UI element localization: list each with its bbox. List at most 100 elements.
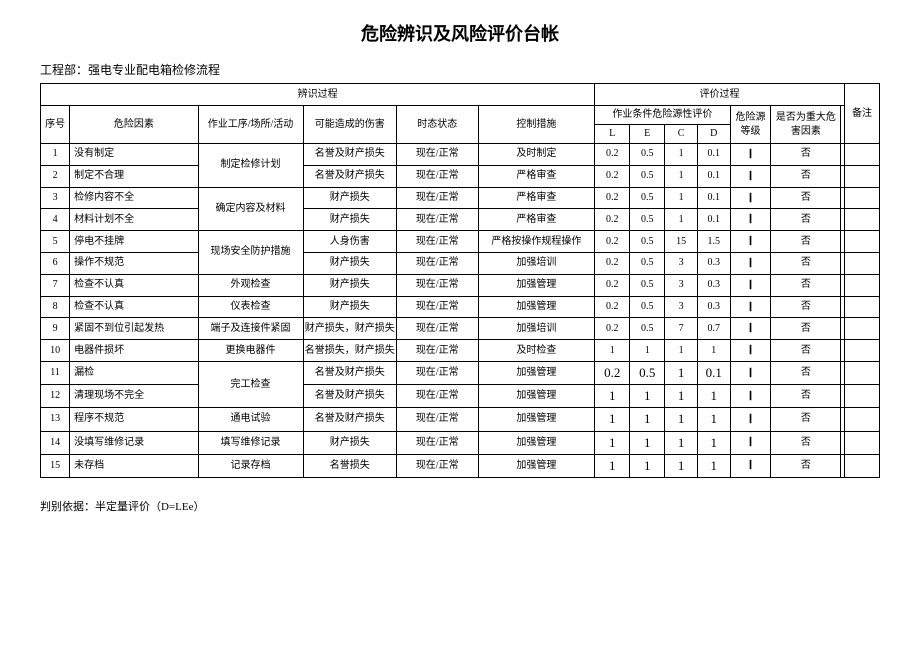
major-cell: 否 xyxy=(771,209,841,231)
remark-cell xyxy=(844,187,879,209)
harm-cell: 财产损失 xyxy=(303,274,396,296)
remark-cell xyxy=(844,454,879,477)
D-cell: 0.3 xyxy=(697,252,730,274)
major-cell: 否 xyxy=(771,187,841,209)
E-cell: 1 xyxy=(630,431,665,454)
L-cell: 1 xyxy=(595,408,630,431)
C-cell: 1 xyxy=(665,431,698,454)
seq-cell: 11 xyxy=(41,361,70,384)
D-cell: 0.1 xyxy=(697,165,730,187)
remark-cell xyxy=(844,296,879,318)
L-cell: 0.2 xyxy=(595,274,630,296)
D-cell: 1 xyxy=(697,408,730,431)
C-cell: 3 xyxy=(665,252,698,274)
state-cell: 现在/正常 xyxy=(396,385,478,408)
L-cell: 0.2 xyxy=(595,209,630,231)
harm-cell: 财产损失 xyxy=(303,431,396,454)
op-cell: 外观检查 xyxy=(198,274,303,296)
C-cell: 1 xyxy=(665,144,698,166)
C-cell: 1 xyxy=(665,361,698,384)
L-cell: 1 xyxy=(595,385,630,408)
L-cell: 0.2 xyxy=(595,361,630,384)
harm-cell: 人身伤害 xyxy=(303,231,396,253)
E-cell: 1 xyxy=(630,385,665,408)
state-cell: 现在/正常 xyxy=(396,318,478,340)
L-cell: 0.2 xyxy=(595,165,630,187)
table-row: 13程序不规范通电试验名誉及财产损失现在/正常加强管理1111Ⅰ否 xyxy=(41,408,880,431)
risk-table: 辨识过程 评价过程 备注 序号 危险因素 作业工序/场所/活动 可能造成的伤害 … xyxy=(40,83,880,478)
ctrl-cell: 加强管理 xyxy=(478,431,595,454)
E-cell: 1 xyxy=(630,408,665,431)
ctrl-cell: 加强管理 xyxy=(478,385,595,408)
seq-cell: 4 xyxy=(41,209,70,231)
seq-cell: 6 xyxy=(41,252,70,274)
major-cell: 否 xyxy=(771,431,841,454)
D-cell: 1 xyxy=(697,385,730,408)
E-cell: 1 xyxy=(630,454,665,477)
D-cell: 0.3 xyxy=(697,296,730,318)
ctrl-cell: 严格按操作规程操作 xyxy=(478,231,595,253)
major-cell: 否 xyxy=(771,408,841,431)
harm-cell: 名誉及财产损失 xyxy=(303,165,396,187)
op-cell: 确定内容及材料 xyxy=(198,187,303,231)
C-cell: 1 xyxy=(665,187,698,209)
seq-cell: 15 xyxy=(41,454,70,477)
E-cell: 0.5 xyxy=(630,165,665,187)
C-cell: 3 xyxy=(665,274,698,296)
state-cell: 现在/正常 xyxy=(396,340,478,362)
state-cell: 现在/正常 xyxy=(396,209,478,231)
table-row: 12清理现场不完全名誉及财产损失现在/正常加强管理1111Ⅰ否 xyxy=(41,385,880,408)
table-row: 7检查不认真外观检查财产损失现在/正常加强管理0.20.530.3Ⅰ否 xyxy=(41,274,880,296)
lvl-cell: Ⅰ xyxy=(730,408,771,431)
C-cell: 1 xyxy=(665,454,698,477)
lvl-cell: Ⅰ xyxy=(730,340,771,362)
C-cell: 1 xyxy=(665,408,698,431)
ctrl-cell: 加强培训 xyxy=(478,318,595,340)
table-row: 10电器件损坏更换电器件名誉损失，财产损失现在/正常及时检查1111Ⅰ否 xyxy=(41,340,880,362)
ctrl-cell: 加强管理 xyxy=(478,361,595,384)
lvl-cell: Ⅰ xyxy=(730,318,771,340)
op-cell: 通电试验 xyxy=(198,408,303,431)
state-cell: 现在/正常 xyxy=(396,296,478,318)
E-cell: 0.5 xyxy=(630,209,665,231)
op-cell: 制定检修计划 xyxy=(198,144,303,188)
harm-cell: 名誉及财产损失 xyxy=(303,385,396,408)
major-cell: 否 xyxy=(771,385,841,408)
D-cell: 1 xyxy=(697,454,730,477)
lvl-cell: Ⅰ xyxy=(730,296,771,318)
op-cell: 现场安全防护措施 xyxy=(198,231,303,275)
identify-process-header: 辨识过程 xyxy=(41,84,595,106)
op-cell: 记录存档 xyxy=(198,454,303,477)
E-cell: 0.5 xyxy=(630,296,665,318)
D-cell: 0.1 xyxy=(697,144,730,166)
C-cell: 1 xyxy=(665,340,698,362)
major-cell: 否 xyxy=(771,274,841,296)
D-cell: 1 xyxy=(697,431,730,454)
lvl-cell: Ⅰ xyxy=(730,165,771,187)
is-major-header: 是否为重大危害因素 xyxy=(771,106,841,144)
risk-level-header: 危险源等级 xyxy=(730,106,771,144)
D-cell: 1 xyxy=(697,340,730,362)
table-row: 3检修内容不全确定内容及材料财产损失现在/正常严格审查0.20.510.1Ⅰ否 xyxy=(41,187,880,209)
L-header: L xyxy=(595,125,630,144)
work-cond-eval-header: 作业条件危险源性评价 xyxy=(595,106,730,125)
factor-cell: 停电不挂牌 xyxy=(70,231,198,253)
remark-cell xyxy=(844,144,879,166)
note: 判别依据：半定量评价（D=LEe） xyxy=(40,498,880,514)
state-cell: 现在/正常 xyxy=(396,431,478,454)
state-cell: 现在/正常 xyxy=(396,165,478,187)
major-cell: 否 xyxy=(771,361,841,384)
L-cell: 0.2 xyxy=(595,144,630,166)
factor-cell: 没填写维修记录 xyxy=(70,431,198,454)
ctrl-cell: 加强管理 xyxy=(478,454,595,477)
factor-cell: 紧固不到位引起发热 xyxy=(70,318,198,340)
project-dept: 工程部：强电专业配电箱检修流程 xyxy=(40,61,880,78)
time-state-header: 时态状态 xyxy=(396,106,478,144)
E-cell: 0.5 xyxy=(630,187,665,209)
factor-cell: 检修内容不全 xyxy=(70,187,198,209)
E-cell: 0.5 xyxy=(630,361,665,384)
harm-cell: 名誉及财产损失 xyxy=(303,361,396,384)
risk-factor-header: 危险因素 xyxy=(70,106,198,144)
op-cell: 填写维修记录 xyxy=(198,431,303,454)
major-cell: 否 xyxy=(771,318,841,340)
